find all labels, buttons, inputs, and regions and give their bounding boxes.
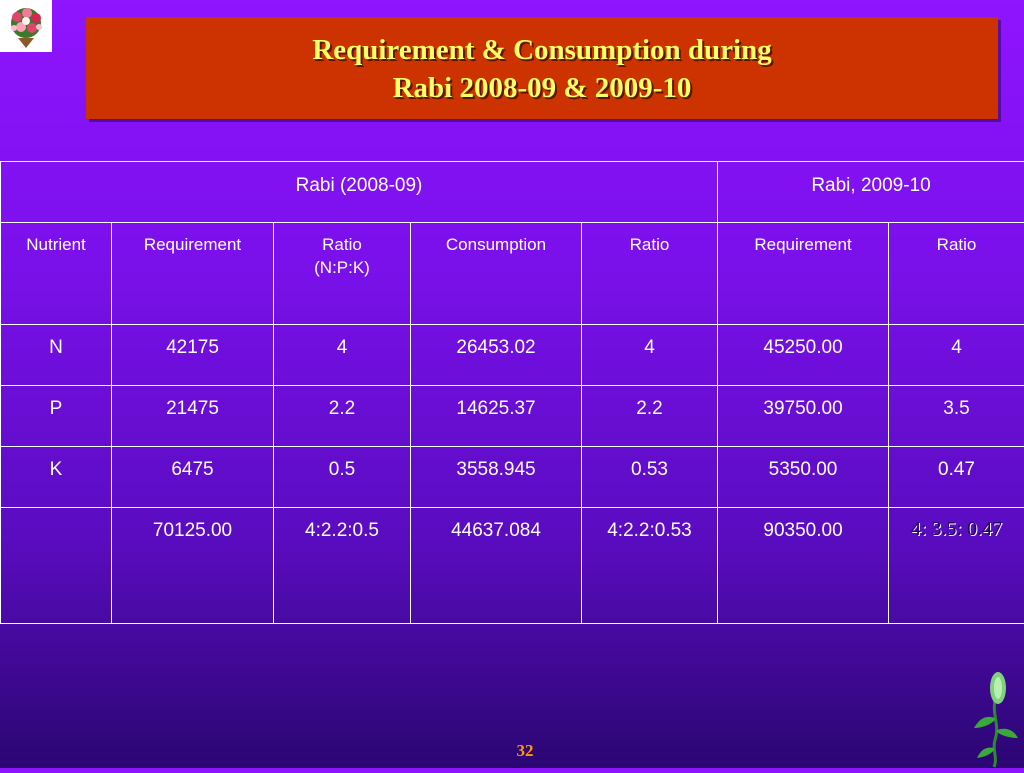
table-cell: 44637.084 <box>411 508 582 624</box>
table-cell <box>1 508 112 624</box>
table-cell: 3.5 <box>889 386 1024 447</box>
column-header-ratio-2009: Ratio <box>889 223 1024 325</box>
table-column-header-row: Nutrient Requirement Ratio (N:P:K) Consu… <box>1 223 1024 325</box>
table-cell: 90350.00 <box>718 508 889 624</box>
table-cell: 26453.02 <box>411 325 582 386</box>
table-row: K 6475 0.5 3558.945 0.53 5350.00 0.47 <box>1 447 1024 508</box>
table-cell: 6475 <box>112 447 274 508</box>
column-header-requirement-2009: Requirement <box>718 223 889 325</box>
column-header-consumption: Consumption <box>411 223 582 325</box>
flower-bouquet-icon <box>0 0 52 52</box>
table-cell: 2.2 <box>274 386 411 447</box>
table-cell: 0.5 <box>274 447 411 508</box>
group-header-rabi-2008-09: Rabi (2008-09) <box>1 162 718 223</box>
table-cell: 4:2.2:0.5 <box>274 508 411 624</box>
slide-title-line-1: Requirement & Consumption during <box>86 31 998 69</box>
table-cell: 4 <box>582 325 718 386</box>
slide-title-line-2: Rabi 2008-09 & 2009-10 <box>86 69 998 107</box>
table-cell: 3558.945 <box>411 447 582 508</box>
column-header-nutrient: Nutrient <box>1 223 112 325</box>
table-cell: 14625.37 <box>411 386 582 447</box>
table-cell: 0.47 <box>889 447 1024 508</box>
table-cell: 5350.00 <box>718 447 889 508</box>
column-header-requirement-2008: Requirement <box>112 223 274 325</box>
table-cell: N <box>1 325 112 386</box>
table-row: P 21475 2.2 14625.37 2.2 39750.00 3.5 <box>1 386 1024 447</box>
table-cell: K <box>1 447 112 508</box>
table-row-total: 70125.00 4:2.2:0.5 44637.084 4:2.2:0.53 … <box>1 508 1024 624</box>
table-cell: 39750.00 <box>718 386 889 447</box>
table-cell: 70125.00 <box>112 508 274 624</box>
table-cell: 4: 3.5: 0.47 <box>889 508 1024 624</box>
table-cell: 4:2.2:0.53 <box>582 508 718 624</box>
column-header-consumption-ratio: Ratio <box>582 223 718 325</box>
table-cell: 0.53 <box>582 447 718 508</box>
table-row: N 42175 4 26453.02 4 45250.00 4 <box>1 325 1024 386</box>
nutrient-table: Rabi (2008-09) Rabi, 2009-10 Nutrient Re… <box>0 161 1024 624</box>
title-banner: Requirement & Consumption during Rabi 20… <box>86 17 998 119</box>
table-cell: 21475 <box>112 386 274 447</box>
table-cell: 4 <box>889 325 1024 386</box>
column-header-ratio-npk: Ratio (N:P:K) <box>274 223 411 325</box>
table-cell: 45250.00 <box>718 325 889 386</box>
table-cell: 2.2 <box>582 386 718 447</box>
table-cell: 42175 <box>112 325 274 386</box>
group-header-rabi-2009-10: Rabi, 2009-10 <box>718 162 1024 223</box>
table-cell: 4 <box>274 325 411 386</box>
table-cell: P <box>1 386 112 447</box>
page-number: 32 <box>0 741 1024 761</box>
table-group-header-row: Rabi (2008-09) Rabi, 2009-10 <box>1 162 1024 223</box>
